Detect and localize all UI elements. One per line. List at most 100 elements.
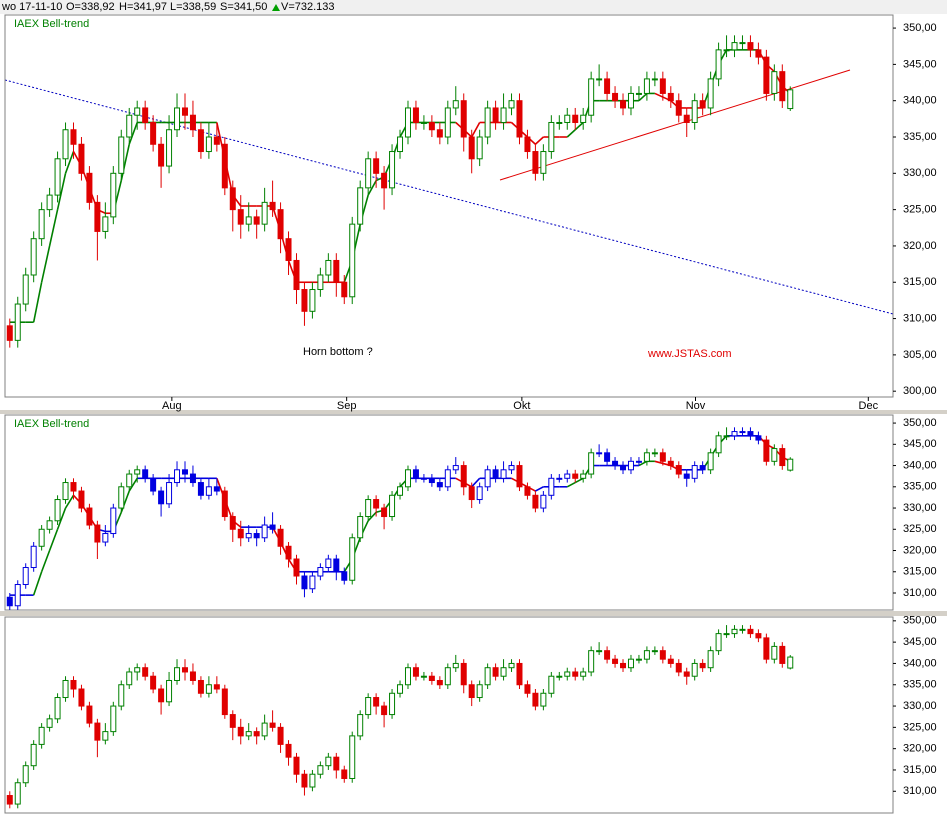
candle-body	[604, 452, 611, 462]
candle-body	[94, 524, 101, 543]
candle-body	[197, 129, 204, 153]
candle-body	[771, 645, 778, 660]
candle-body	[269, 722, 276, 728]
candle-body	[389, 494, 396, 518]
candle-body	[643, 650, 650, 660]
trend-line	[32, 571, 43, 596]
panel-frame	[4, 414, 894, 611]
candle-body	[452, 100, 459, 109]
candle-body	[556, 121, 563, 124]
candle-body	[580, 114, 587, 123]
header-low: L=338,59	[170, 1, 216, 13]
y-tick-label: 330,00	[903, 167, 937, 179]
y-tick-label: 340,00	[903, 657, 937, 669]
candle-body	[428, 675, 435, 681]
candle-body	[747, 431, 754, 437]
candle-body	[341, 769, 348, 779]
candle-body	[739, 628, 746, 631]
candle-body	[412, 667, 419, 677]
candle-body	[86, 507, 93, 526]
candle-body	[604, 650, 611, 660]
candle-body	[731, 431, 738, 437]
candle-body	[580, 473, 587, 479]
candle-body	[197, 679, 204, 694]
candle-body	[779, 71, 786, 102]
candle-body	[627, 460, 634, 471]
y-tick-label: 320,00	[903, 743, 937, 755]
trend-line	[654, 460, 664, 465]
candle-body	[181, 107, 188, 116]
candle-body	[572, 473, 579, 479]
candle-body	[532, 494, 539, 509]
y-tick-label: 315,00	[903, 566, 937, 578]
candle-body	[253, 533, 260, 539]
candle-body	[763, 439, 770, 462]
candle-body	[500, 667, 507, 677]
candle-body	[166, 129, 173, 167]
candle-body	[723, 49, 730, 52]
candle-body	[325, 756, 332, 767]
candle-body	[667, 658, 674, 664]
candle-body	[397, 684, 404, 694]
candle-body	[484, 107, 491, 138]
candle-body	[221, 688, 228, 716]
candle-body	[38, 528, 45, 547]
candle-body	[110, 507, 117, 535]
header-date: wo 17-11-10	[1, 1, 62, 13]
trend-line	[64, 494, 75, 509]
candle-body	[659, 650, 666, 660]
candle-body	[404, 667, 411, 686]
candle-body	[620, 465, 627, 471]
candle-body	[365, 697, 372, 716]
candle-body	[78, 688, 85, 707]
candle-body	[715, 633, 722, 652]
candle-body	[500, 107, 507, 123]
candle-body	[635, 658, 642, 661]
candle-body	[373, 499, 380, 509]
candle-body	[540, 692, 547, 707]
candle-body	[635, 460, 642, 463]
candle-body	[293, 756, 300, 775]
candle-body	[381, 705, 388, 716]
candle-body	[341, 571, 348, 581]
candle-body	[237, 528, 244, 539]
candle-body	[508, 662, 515, 669]
candle-body	[516, 465, 523, 488]
candle-body	[428, 121, 435, 131]
candle-body	[253, 216, 260, 225]
candle-body	[126, 473, 133, 488]
candle-body	[174, 667, 181, 681]
candle-body	[54, 499, 61, 522]
candle-body	[245, 216, 252, 225]
trend-line	[56, 507, 67, 530]
candle-body	[30, 743, 37, 767]
y-tick-label: 350,00	[903, 417, 937, 429]
candle-body	[142, 667, 149, 677]
candle-body	[118, 684, 125, 707]
candle-body	[166, 679, 173, 703]
candle-body	[333, 756, 340, 771]
trend-line	[48, 529, 59, 551]
candle-body	[62, 129, 69, 160]
candle-body	[181, 469, 188, 475]
annotation: Horn bottom ?	[303, 346, 373, 358]
candle-body	[365, 499, 372, 518]
candle-body	[699, 465, 706, 471]
candle-body	[325, 259, 332, 276]
candle-body	[269, 524, 276, 530]
candle-body	[285, 238, 292, 261]
candle-body	[787, 89, 794, 110]
candle-body	[150, 121, 157, 145]
panel-frame	[4, 616, 894, 814]
candle-body	[54, 158, 61, 196]
candle-body	[102, 216, 109, 232]
candle-body	[731, 628, 738, 635]
candle-body	[492, 469, 499, 479]
candle-body	[205, 684, 212, 694]
x-tick-label: Aug	[162, 400, 182, 412]
candle-body	[277, 528, 284, 547]
annotation: www.JSTAS.com	[647, 348, 732, 360]
candle-body	[126, 114, 133, 138]
x-tick-label: Okt	[513, 400, 530, 412]
trend-line	[128, 477, 138, 492]
